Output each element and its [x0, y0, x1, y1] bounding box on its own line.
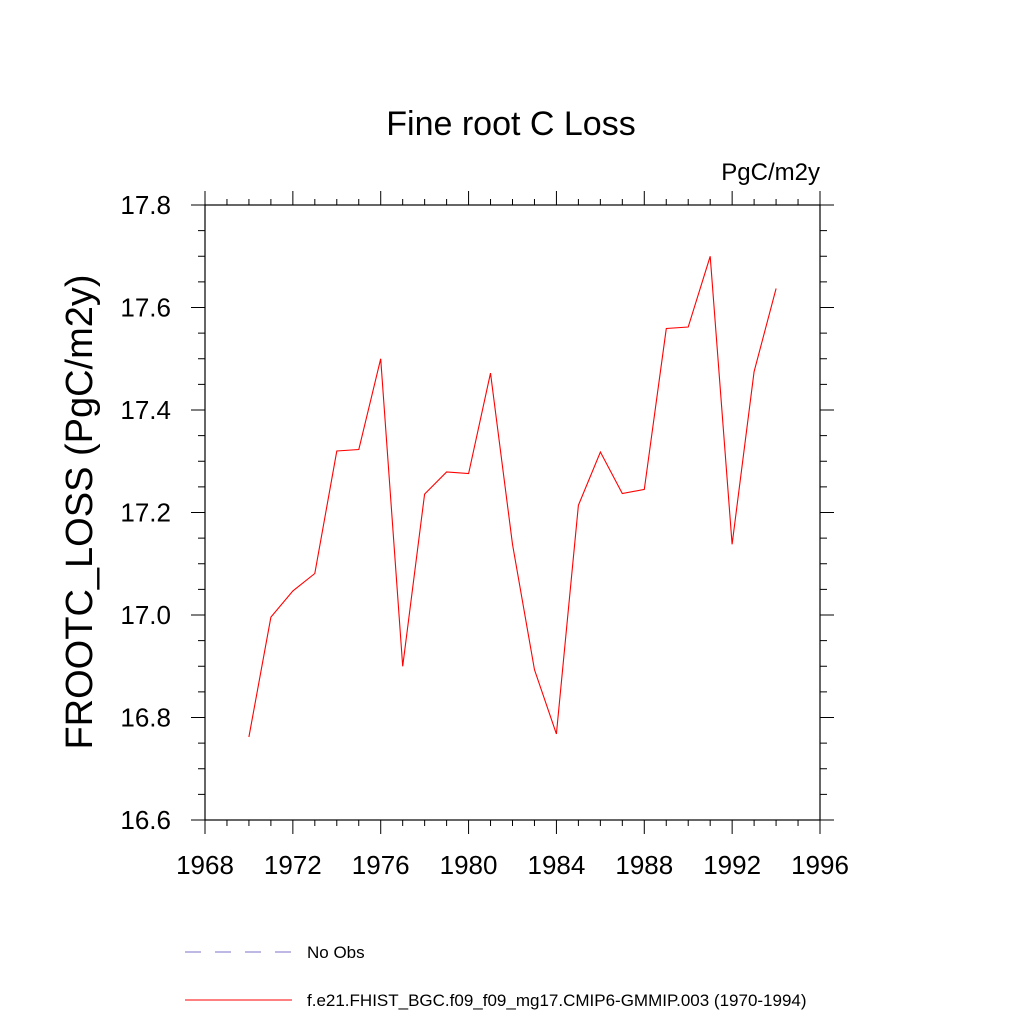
y-tick-label: 17.4 [120, 395, 171, 425]
y-tick-label: 17.0 [120, 600, 171, 630]
y-tick-label: 17.6 [120, 293, 171, 323]
chart-title: Fine root C Loss [386, 105, 635, 143]
series-line [248, 256, 777, 738]
x-tick-label: 1992 [703, 850, 761, 880]
y-tick-label: 17.8 [120, 190, 171, 220]
data-series [248, 256, 777, 738]
x-tick-label: 1968 [176, 850, 234, 880]
x-tick-label: 1972 [264, 850, 322, 880]
y-axis-label: FROOTC_LOSS (PgC/m2y) [59, 274, 101, 749]
plot-frame [204, 204, 821, 821]
legend-label: No Obs [307, 943, 365, 962]
axis-tick-labels: 1968 1972 1976 1980 1984 1988 1992 1996 16.6 16.8… [120, 190, 849, 880]
y-tick-label: 16.8 [120, 703, 171, 733]
axis-ticks [191, 191, 834, 834]
legend: No Obs f.e21.FHIST_BGC.f09_f09_mg17.CMIP6… [185, 943, 807, 1010]
y-tick-label: 16.6 [120, 805, 171, 835]
x-tick-label: 1980 [440, 850, 498, 880]
x-tick-label: 1988 [615, 850, 673, 880]
x-tick-label: 1976 [352, 850, 410, 880]
x-tick-label: 1996 [791, 850, 849, 880]
units-label: PgC/m2y [721, 159, 820, 186]
legend-label: f.e21.FHIST_BGC.f09_f09_mg17.CMIP6-GMMIP… [307, 991, 807, 1010]
y-tick-label: 17.2 [120, 498, 171, 528]
x-tick-label: 1984 [528, 850, 586, 880]
